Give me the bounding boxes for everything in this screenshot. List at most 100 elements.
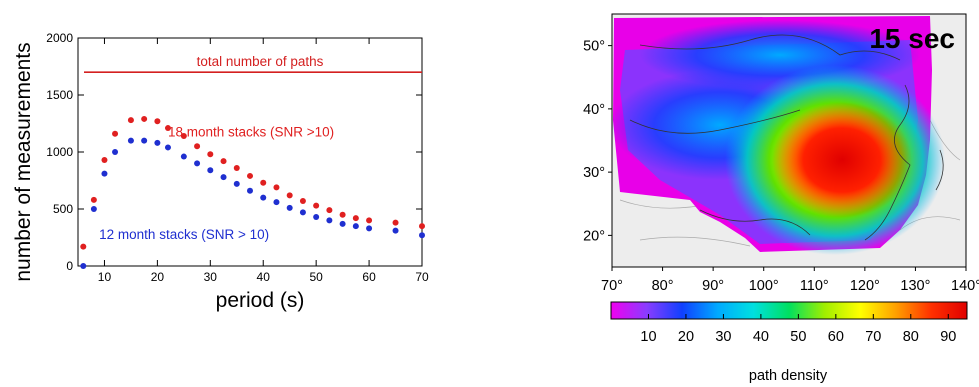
map-period-title: 15 sec [869,23,955,54]
map-frame [611,13,967,268]
point-12-month [273,199,280,206]
series-label-12-month: 12 month stacks (SNR > 10) [99,227,269,242]
data-points [80,115,425,269]
x-tick-label: 60 [362,270,376,284]
point-12-month [127,137,134,144]
y-tick-label: 2000 [46,31,73,45]
point-12-month [90,206,97,212]
lat-tick-label: 50° [583,39,605,55]
lat-tick-label: 40° [583,102,605,118]
measurements-chart: total number of paths 0 500 1000 1500 2000 1… [12,31,429,312]
point-12-month [419,232,425,239]
point-18-month [101,156,108,163]
lon-tick-label: 140° [951,278,979,294]
x-tick-label: 50 [309,270,323,284]
point-18-month [233,164,240,171]
point-12-month [80,263,87,269]
colorbar-tick-label: 20 [678,329,694,345]
point-12-month [233,180,240,187]
point-18-month [207,151,214,158]
lon-tick-label: 110° [800,278,829,294]
colorbar-tick-label: 50 [790,329,806,345]
point-18-month [419,223,425,230]
map-lon-ticks: 70° 80° 90° 100° 110° 120° 130° 140° [601,267,979,294]
point-18-month [299,198,306,205]
x-tick-label: 40 [257,270,271,284]
colorbar-tick-label: 70 [865,329,881,345]
point-18-month [80,243,87,250]
x-ticks: 10 20 30 40 50 60 70 [98,38,429,284]
point-18-month [90,196,97,203]
point-18-month [194,143,201,150]
path-density-map: 15 sec 20° 30° 40° 50° 70° 80° 90° 100° 110° 120… [583,13,979,384]
series-label-18-month: 18 month stacks (SNR >10) [168,125,334,140]
lon-tick-label: 130° [900,278,930,294]
y-tick-label: 1000 [46,145,73,159]
total-paths-label: total number of paths [197,54,324,69]
point-18-month [313,202,320,209]
lon-tick-label: 100° [749,278,779,294]
point-18-month [392,219,399,226]
point-18-month [154,118,161,125]
y-tick-label: 0 [66,259,73,273]
lon-tick-label: 70° [601,278,623,294]
colorbar-tick-label: 10 [640,329,656,345]
colorbar-tick-label: 80 [903,329,919,345]
y-tick-label: 1500 [46,88,73,102]
point-18-month [141,115,148,122]
lon-tick-label: 80° [652,278,674,294]
colorbar-tick-label: 90 [940,329,956,345]
point-18-month [339,211,346,218]
point-18-month [286,192,293,199]
x-tick-label: 10 [98,270,112,284]
point-12-month [366,225,373,232]
point-12-month [339,220,346,227]
point-12-month [141,137,148,144]
lon-tick-label: 120° [850,278,880,294]
point-18-month [164,125,171,132]
density-core-region [772,102,912,218]
point-12-month [207,167,214,174]
colorbar [610,301,968,320]
point-12-month [260,194,267,201]
x-tick-label: 20 [151,270,165,284]
lon-tick-label: 90° [702,278,724,294]
map-lat-ticks: 20° 30° 40° 50° [583,39,612,244]
point-18-month [127,117,134,124]
colorbar-tick-label: 40 [753,329,769,345]
point-18-month [112,130,119,137]
point-12-month [247,187,253,194]
point-18-month [260,179,267,186]
point-12-month [164,144,171,151]
point-12-month [313,213,320,220]
point-18-month [247,172,253,179]
y-axis-label: number of measurements [12,42,35,281]
point-12-month [326,217,333,224]
point-12-month [154,139,161,146]
point-12-month [112,149,119,155]
y-ticks: 0 500 1000 1500 2000 [46,31,422,273]
y-tick-label: 500 [53,202,73,216]
colorbar-ticks: 10 20 30 40 50 60 70 80 90 [640,314,956,345]
point-12-month [392,227,399,234]
x-tick-label: 70 [415,270,429,284]
point-12-month [299,209,306,216]
point-18-month [326,207,333,214]
colorbar-tick-label: 30 [715,329,731,345]
coastlines-borders [629,34,944,241]
lat-tick-label: 30° [583,165,605,181]
point-18-month [220,158,227,165]
point-12-month [101,170,108,177]
colorbar-tick-label: 60 [828,329,844,345]
x-axis-label: period (s) [216,289,305,312]
point-12-month [352,223,359,230]
point-18-month [180,133,187,140]
colorbar-label: path density [749,368,828,384]
point-18-month [273,184,280,191]
point-12-month [286,204,293,211]
point-18-month [366,217,373,224]
x-tick-label: 30 [204,270,218,284]
point-12-month [180,153,187,160]
point-12-month [220,174,227,181]
